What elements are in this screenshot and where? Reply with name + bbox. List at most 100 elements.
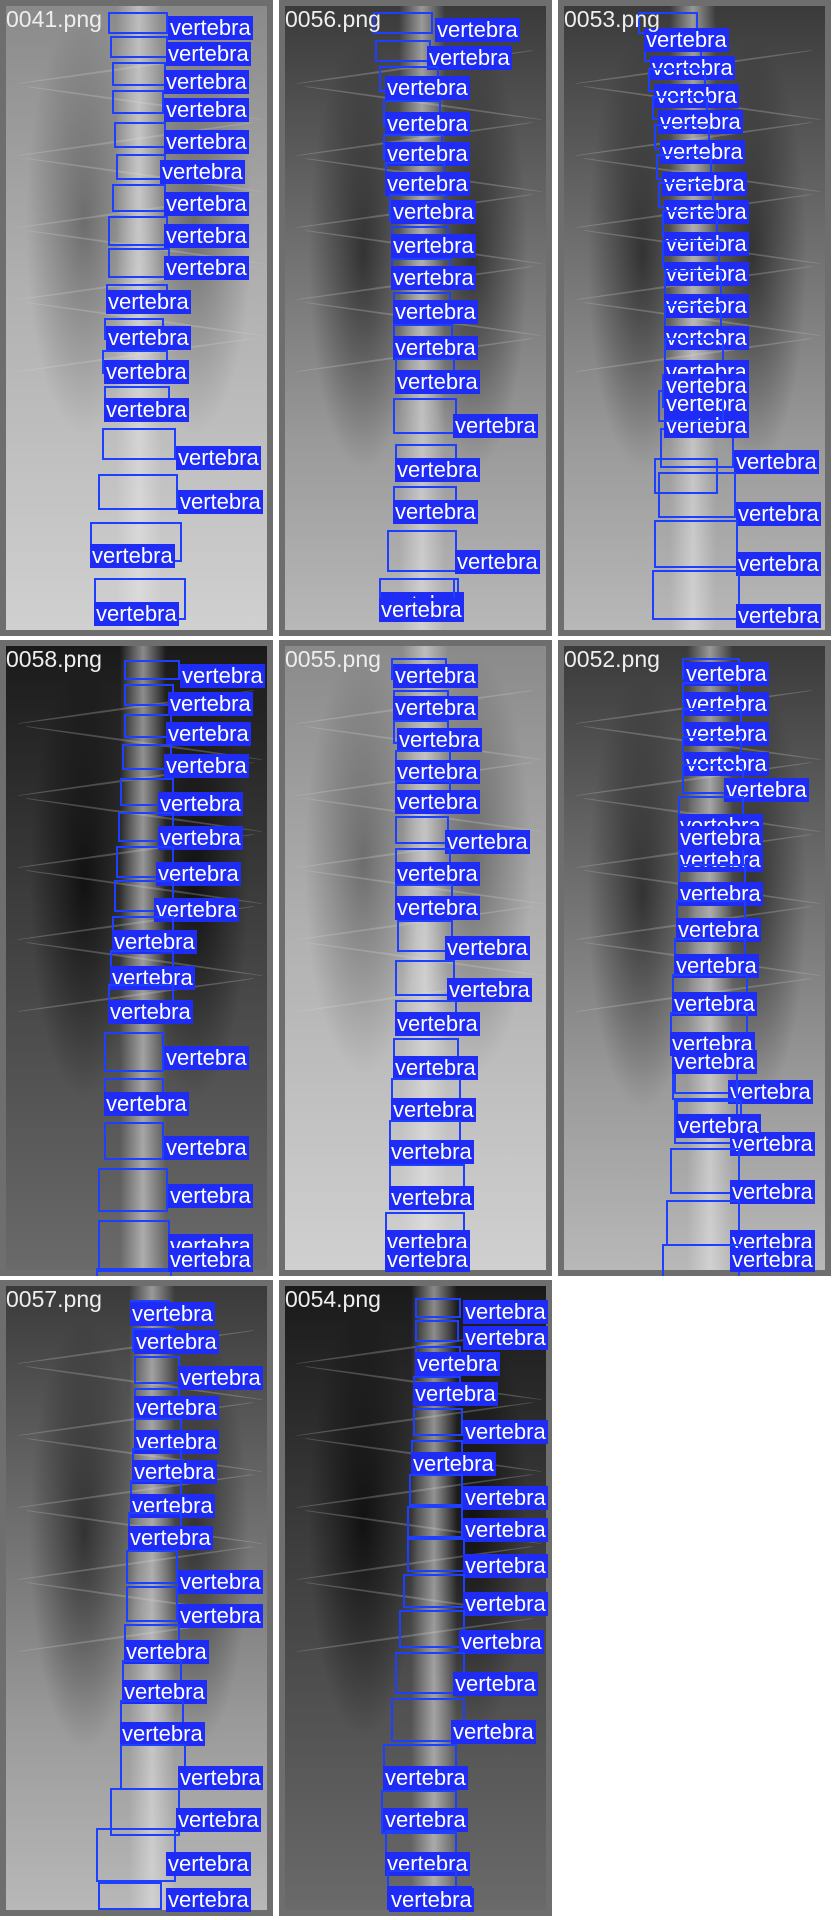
detection-label: vertebra [393,663,478,688]
detection-label: vertebra [463,1517,548,1542]
detection-label: vertebra [132,1459,217,1484]
image-panel: vertebra vertebra vertebra vertebra vertebra… [0,0,273,636]
detection-label: vertebra [383,1807,468,1832]
vertebra-bbox [126,1550,178,1584]
detection-label: vertebra [164,223,249,248]
detection-label: vertebra [445,935,530,960]
vertebra-bbox [387,530,457,572]
vertebra-bbox [375,40,431,62]
detection-label: vertebra [158,791,243,816]
image-panel: vertebra vertebra vertebra vertebra vertebra… [0,1280,273,1916]
vertebra-bbox [407,1506,463,1538]
detection-label: vertebra [463,1325,548,1350]
vertebra-bbox [407,1538,465,1572]
detection-label: vertebra [391,233,476,258]
detection-label: vertebra [463,1299,548,1324]
detection-label: vertebra [678,847,763,872]
vertebra-bbox [403,1574,465,1608]
detection-label: vertebra [168,1183,253,1208]
detection-label: vertebra [393,695,478,720]
detection-label: vertebra [463,1553,548,1578]
detection-label: vertebra [122,1679,207,1704]
vertebra-bbox [96,1828,176,1882]
detection-label: vertebra [168,1247,253,1272]
vertebra-bbox [98,1168,168,1212]
detection-label: vertebra [676,1113,761,1138]
vertebra-bbox [112,62,166,86]
detection-label: vertebra [658,109,743,134]
vertebra-bbox [395,816,449,844]
detection-label: vertebra [178,1569,263,1594]
detection-label: vertebra [106,289,191,314]
detection-label: vertebra [393,299,478,324]
vertebra-bbox [666,1200,740,1246]
detection-label: vertebra [128,1525,213,1550]
panel-filename: 0054.png [285,1286,381,1312]
detection-label: vertebra [736,501,821,526]
image-panel: vertebra vertebra vertebra vertebra vertebra… [0,640,273,1276]
detection-label: vertebra [164,69,249,94]
vertebra-bbox [652,570,740,620]
detection-label: vertebra [730,1179,815,1204]
image-panel: vertebra vertebra vertebra vertebra vertebra… [558,0,831,636]
detection-label: vertebra [385,111,470,136]
detection-label: vertebra [395,369,480,394]
panel-filename: 0041.png [6,6,102,32]
vertebra-bbox [104,1122,164,1160]
detection-label: vertebra [104,359,189,384]
vertebra-bbox [114,122,166,148]
vertebra-bbox [670,1148,740,1194]
vertebra-bbox [654,458,718,494]
detection-label: vertebra [678,825,763,850]
vertebra-bbox [120,1744,186,1790]
panel-filename: 0058.png [6,646,102,672]
spine-shading [129,1286,175,1910]
detection-label: vertebra [176,1807,261,1832]
detection-label: vertebra [459,1629,544,1654]
detection-label: vertebra [389,1185,474,1210]
detection-label: vertebra [168,15,253,40]
detection-label: vertebra [164,1045,249,1070]
detection-label: vertebra [411,1451,496,1476]
xray-image [6,646,267,1270]
detection-label: vertebra [395,861,480,886]
vertebra-bbox [98,1220,170,1272]
detection-label: vertebra [106,325,191,350]
detection-label: vertebra [166,1887,251,1912]
vertebra-bbox [373,12,433,34]
detection-label: vertebra [734,449,819,474]
detection-label: vertebra [385,75,470,100]
vertebra-bbox [98,1882,162,1910]
image-panel: vertebra vertebra vertebra vertebra vertebra… [279,1280,552,1916]
panel-filename: 0056.png [285,6,381,32]
detection-label: vertebra [383,1765,468,1790]
detection-label: vertebra [664,261,749,286]
vertebra-bbox [108,216,168,246]
detection-label: vertebra [463,1419,548,1444]
detection-label: vertebra [389,1887,474,1912]
vertebra-bbox [134,1356,180,1384]
detection-label: vertebra [164,191,249,216]
detection-label: vertebra [455,549,540,574]
detection-label: vertebra [397,727,482,752]
detection-label: vertebra [451,1719,536,1744]
detection-label: vertebra [164,129,249,154]
vertebra-bbox [114,880,174,912]
vertebra-bbox [108,248,170,278]
detection-label: vertebra [664,373,749,398]
vertebra-bbox [112,184,166,212]
detection-label: vertebra [130,1493,215,1518]
detection-label: vertebra [435,17,520,42]
vertebra-bbox [96,1268,172,1276]
panel-filename: 0052.png [564,646,660,672]
detection-label: vertebra [395,895,480,920]
panel-filename: 0055.png [285,646,381,672]
vertebra-bbox [124,714,172,738]
detection-label: vertebra [164,97,249,122]
detection-label: vertebra [395,789,480,814]
detection-label: vertebra [393,335,478,360]
detection-label: vertebra [164,753,249,778]
detection-label: vertebra [736,603,821,628]
detection-label: vertebra [393,1055,478,1080]
detection-label: vertebra [166,1851,251,1876]
